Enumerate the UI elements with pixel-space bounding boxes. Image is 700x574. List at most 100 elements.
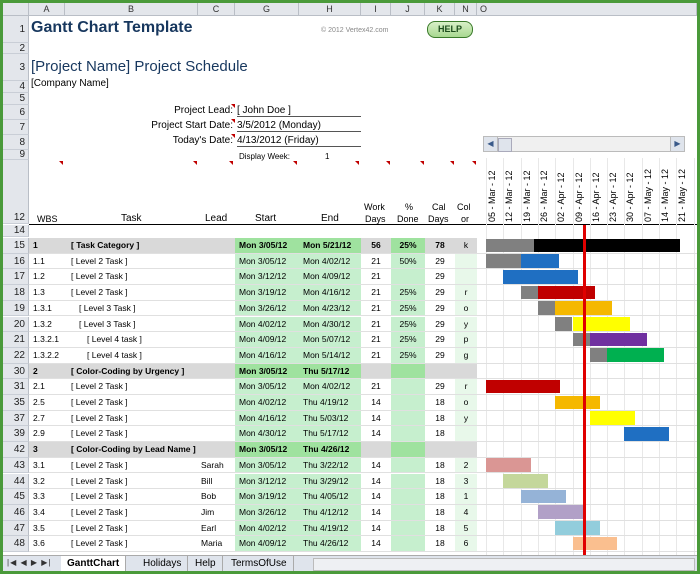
cell-task[interactable]: [ Level 2 Task ] — [71, 428, 128, 439]
row-header[interactable]: 45 — [3, 489, 29, 505]
cell-start[interactable]: Mon 4/02/12 — [239, 318, 287, 329]
cell-task[interactable]: [ Level 2 Task ] — [71, 287, 128, 298]
cell-wbs[interactable]: 1.3 — [33, 287, 45, 298]
row-header[interactable]: 47 — [3, 520, 29, 537]
column-header-b[interactable]: B — [65, 3, 198, 16]
cell-task[interactable]: [ Level 2 Task ] — [71, 271, 128, 282]
cell-lead[interactable]: Maria — [201, 538, 223, 549]
project-name[interactable]: [Project Name] Project Schedule — [31, 58, 248, 75]
cell-task[interactable]: [ Level 4 task ] — [87, 349, 142, 360]
cell-lead[interactable]: Bill — [201, 475, 213, 486]
cell-cal-days[interactable]: 29 — [435, 287, 445, 298]
cell-work-days[interactable]: 21 — [371, 381, 381, 392]
cell-cal-days[interactable]: 18 — [435, 475, 445, 486]
column-header-h[interactable]: H — [299, 3, 361, 16]
tab-ganttchart[interactable]: GanttChart — [61, 556, 127, 571]
cell-end[interactable]: Thu 5/03/12 — [303, 412, 349, 423]
tab-termsofuse[interactable]: TermsOfUse — [225, 556, 294, 571]
cell-start[interactable]: Mon 3/26/12 — [239, 302, 287, 313]
table-row[interactable]: 43 3.1 [ Level 2 Task ] Sarah Mon 3/05/12 Thu… — [3, 457, 697, 474]
cell-task[interactable]: [ Color-Coding by Urgency ] — [71, 365, 185, 376]
row-header[interactable]: 18 — [3, 285, 29, 301]
cell-wbs[interactable]: 1.3.2 — [33, 318, 52, 329]
cell-percent-done[interactable]: 50% — [399, 255, 417, 266]
table-row[interactable]: 16 1.1 [ Level 2 Task ] Mon 3/05/12 Mon 4/02… — [3, 253, 697, 270]
cell-work-days[interactable]: 21 — [371, 349, 381, 360]
cell-lead[interactable]: Earl — [201, 522, 217, 533]
cell-lead[interactable]: Sarah — [201, 459, 224, 470]
cell-wbs[interactable]: 3.3 — [33, 491, 45, 502]
cell-start[interactable]: Mon 3/05/12 — [239, 365, 288, 376]
row-header[interactable]: 2 — [3, 43, 29, 54]
todays-date-value[interactable]: 4/13/2012 (Friday) — [237, 135, 361, 147]
row-header[interactable]: 19 — [3, 300, 29, 317]
cell-task[interactable]: [ Color-Coding by Lead Name ] — [71, 444, 196, 455]
cell-start[interactable]: Mon 4/16/12 — [239, 412, 287, 423]
row-header[interactable]: 35 — [3, 395, 29, 411]
cell-cal-days[interactable]: 29 — [435, 334, 445, 345]
cell-percent-done[interactable]: 25% — [399, 334, 417, 345]
row-header[interactable]: 17 — [3, 269, 29, 286]
row-header[interactable]: 7 — [3, 120, 29, 135]
cell-percent-done[interactable]: 25% — [399, 302, 417, 313]
cell-cal-days[interactable]: 29 — [435, 271, 445, 282]
cell-task[interactable]: [ Level 2 Task ] — [71, 475, 128, 486]
cell-lead[interactable]: Jim — [201, 506, 215, 517]
cell-end[interactable]: Thu 5/17/12 — [303, 365, 350, 376]
cell-work-days[interactable]: 14 — [371, 522, 381, 533]
column-header-o[interactable]: O — [477, 3, 697, 16]
cell-color[interactable]: p — [463, 334, 469, 345]
row-header[interactable]: 8 — [3, 135, 29, 150]
row-header[interactable]: 44 — [3, 473, 29, 490]
table-row[interactable]: 21 1.3.2.1 [ Level 4 task ] Mon 4/09/12 Mon … — [3, 332, 697, 348]
cell-task[interactable]: [ Level 2 Task ] — [71, 255, 128, 266]
table-row[interactable]: 46 3.4 [ Level 2 Task ] Jim Mon 3/26/12 Thu 4… — [3, 504, 697, 521]
cell-task[interactable]: [ Level 3 Task ] — [79, 318, 136, 329]
cell-wbs[interactable]: 1 — [33, 240, 38, 250]
row-header[interactable]: 3 — [3, 54, 29, 81]
column-header-i[interactable]: I — [361, 3, 391, 16]
cell-percent-done[interactable]: 25% — [399, 287, 417, 298]
row-header[interactable]: 16 — [3, 253, 29, 270]
cell-percent-done[interactable]: 25% — [399, 240, 417, 250]
cell-work-days[interactable]: 14 — [371, 428, 381, 439]
cell-wbs[interactable]: 3.2 — [33, 475, 45, 486]
cell-wbs[interactable]: 3.6 — [33, 538, 45, 549]
cell-end[interactable]: Mon 4/09/12 — [303, 271, 351, 282]
table-row[interactable]: 30 2 [ Color-Coding by Urgency ] Mon 3/05/1… — [3, 363, 697, 380]
cell-work-days[interactable]: 21 — [371, 287, 381, 298]
cell-task[interactable]: [ Task Category ] — [71, 240, 140, 250]
cell-wbs[interactable]: 2 — [33, 365, 38, 376]
row-header[interactable]: 31 — [3, 379, 29, 395]
column-header-j[interactable]: J — [391, 3, 425, 16]
cell-wbs[interactable]: 1.3.1 — [33, 302, 52, 313]
cell-start[interactable]: Mon 3/05/12 — [239, 459, 287, 470]
cell-start[interactable]: Mon 3/19/12 — [239, 287, 287, 298]
cell-end[interactable]: Thu 4/19/12 — [303, 397, 349, 407]
cell-color[interactable]: o — [463, 397, 469, 407]
cell-color[interactable]: 4 — [463, 506, 469, 517]
cell-wbs[interactable]: 1.2 — [33, 271, 45, 282]
cell-lead[interactable]: Bob — [201, 491, 217, 502]
cell-cal-days[interactable]: 29 — [435, 381, 445, 392]
cell-work-days[interactable]: 56 — [371, 240, 381, 250]
row-header[interactable]: 4 — [3, 81, 29, 93]
cell-color[interactable]: o — [463, 302, 469, 313]
help-button[interactable]: HELP — [427, 21, 473, 38]
column-header-k[interactable]: K — [425, 3, 455, 16]
table-row[interactable]: 35 2.5 [ Level 2 Task ] Mon 4/02/12 Thu 4/19… — [3, 395, 697, 411]
cell-wbs[interactable]: 3 — [33, 444, 38, 455]
cell-start[interactable]: Mon 3/05/12 — [239, 240, 288, 250]
cell-work-days[interactable]: 21 — [371, 318, 381, 329]
cell-wbs[interactable]: 1.1 — [33, 255, 45, 266]
cell-work-days[interactable]: 14 — [371, 397, 381, 407]
cell-start[interactable]: Mon 3/05/12 — [239, 381, 287, 392]
row-header[interactable]: 12 — [3, 160, 29, 224]
column-header-g[interactable]: G — [235, 3, 299, 16]
cell-percent-done[interactable]: 25% — [399, 349, 417, 360]
row-header[interactable]: 21 — [3, 332, 29, 348]
table-row[interactable]: 37 2.7 [ Level 2 Task ] Mon 4/16/12 Thu 5/03… — [3, 410, 697, 427]
cell-task[interactable]: [ Level 2 Task ] — [71, 491, 128, 502]
display-week-value[interactable]: 1 — [325, 152, 330, 161]
cell-color[interactable]: 6 — [463, 538, 469, 549]
